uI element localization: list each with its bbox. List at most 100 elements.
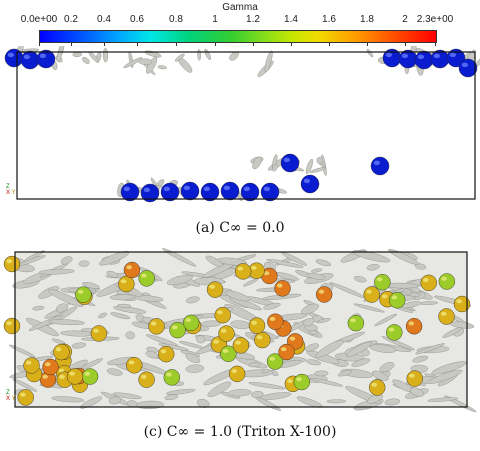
- vortex-tube: [204, 48, 211, 60]
- vortex-tube: [117, 303, 132, 308]
- bubble-contaminated: [278, 343, 295, 361]
- vortex-tube: [38, 268, 75, 275]
- bubble-contaminated: [148, 318, 165, 335]
- bubble-contaminated: [214, 306, 231, 324]
- bubble-contaminated: [374, 273, 391, 291]
- vortex-tube: [326, 399, 347, 404]
- bubble-contaminated: [228, 365, 246, 383]
- bubble-contaminated: [126, 357, 143, 374]
- bubble-highlight: [59, 374, 65, 379]
- vortex-tube: [112, 392, 142, 400]
- bubble-clean: [240, 182, 260, 202]
- colorbar-tick-label: 2: [402, 14, 408, 25]
- bubble-highlight: [55, 347, 62, 352]
- vortex-tube: [281, 252, 307, 266]
- vortex-tube: [60, 256, 73, 265]
- colorbar-tick: [39, 42, 40, 46]
- bubble-highlight: [243, 186, 251, 192]
- bubble-highlight: [166, 372, 172, 377]
- vortex-tube: [185, 296, 200, 304]
- bubble-clean: [260, 182, 280, 202]
- vortex-tube: [266, 259, 304, 268]
- vortex-tube: [374, 313, 398, 327]
- bubble-highlight: [263, 271, 270, 276]
- bubble-highlight: [391, 295, 398, 300]
- bubble-contaminated: [90, 325, 108, 342]
- bubble-contaminated: [3, 255, 21, 273]
- bubble-contaminated: [53, 343, 70, 361]
- vortex-tube: [303, 317, 315, 327]
- vortex-tube: [384, 398, 401, 406]
- vortex-tube: [12, 378, 38, 392]
- colorbar-tick-label: 1.2: [246, 14, 260, 25]
- bubble-highlight: [143, 187, 151, 193]
- bubble-highlight: [401, 53, 408, 59]
- vortex-tube: [305, 343, 320, 352]
- vortex-tube: [28, 315, 63, 331]
- bubble-highlight: [296, 377, 302, 382]
- bubble-highlight: [408, 321, 415, 326]
- bubble-highlight: [376, 277, 383, 282]
- bubble-clean: [120, 182, 140, 202]
- bubble-clean: [370, 156, 390, 176]
- bubble-clean: [280, 153, 300, 173]
- bubble-highlight: [440, 311, 447, 316]
- bubble-contaminated: [158, 345, 175, 363]
- bubble-highlight: [423, 278, 429, 283]
- vortex-tube: [261, 369, 270, 374]
- vortex-tube: [316, 318, 331, 324]
- bubble-highlight: [42, 374, 48, 379]
- colorbar-tick: [329, 42, 330, 46]
- vortex-tube: [144, 50, 162, 58]
- vortex-tube: [264, 50, 273, 72]
- bubble-highlight: [6, 259, 12, 264]
- vortex-tube: [24, 250, 45, 262]
- colorbar-tick: [291, 42, 292, 46]
- bubble-contaminated: [138, 270, 155, 287]
- colorbar-tick: [215, 42, 216, 46]
- axes-triad-a: Z X Y: [6, 184, 16, 196]
- bubble-highlight: [251, 320, 257, 325]
- vortex-tube: [314, 370, 329, 377]
- bubble-contaminated: [406, 370, 423, 387]
- bubble-highlight: [69, 371, 76, 376]
- colorbar-tick-label: 1: [212, 14, 218, 25]
- bubble-highlight: [223, 185, 231, 191]
- bubble-contaminated: [347, 314, 365, 332]
- bubble-highlight: [20, 392, 26, 397]
- vortex-tube: [82, 56, 90, 64]
- vortex-tube: [157, 65, 167, 70]
- bubble-contaminated: [386, 324, 403, 341]
- vortex-tube: [369, 344, 397, 353]
- vortex-tube: [409, 387, 424, 397]
- colorbar-tick: [71, 42, 72, 46]
- bubble-contaminated: [363, 286, 380, 303]
- bubble-clean: [430, 49, 450, 69]
- bubble-contaminated: [42, 358, 59, 376]
- bubbles-c: [3, 255, 471, 406]
- bubble-highlight: [433, 53, 440, 59]
- bubble-contaminated: [169, 321, 186, 339]
- bubble-clean: [20, 50, 40, 70]
- vortex-tube: [138, 58, 153, 65]
- bubble-contaminated: [81, 368, 99, 385]
- vortex-tube: [248, 362, 261, 368]
- bubble-contaminated: [66, 368, 84, 385]
- bubble-contaminated: [389, 292, 406, 309]
- bubble-contaminated: [438, 308, 455, 325]
- bubble-highlight: [25, 360, 32, 365]
- vortex-tube: [427, 397, 459, 402]
- bubble-highlight: [44, 362, 51, 367]
- bubble-clean: [36, 49, 56, 69]
- bubble-highlight: [123, 186, 130, 192]
- bubble-highlight: [461, 62, 468, 68]
- bubble-highlight: [77, 289, 84, 294]
- bubble-highlight: [183, 185, 191, 191]
- vortex-tube: [415, 343, 445, 355]
- vortex-tube: [106, 270, 119, 278]
- colorbar-tick-label: 0.6: [130, 14, 144, 25]
- bubble-highlight: [456, 299, 463, 304]
- vortex-tube: [196, 335, 206, 344]
- bubble-clean: [300, 174, 320, 194]
- colorbar-tick-label: 0.8: [169, 14, 183, 25]
